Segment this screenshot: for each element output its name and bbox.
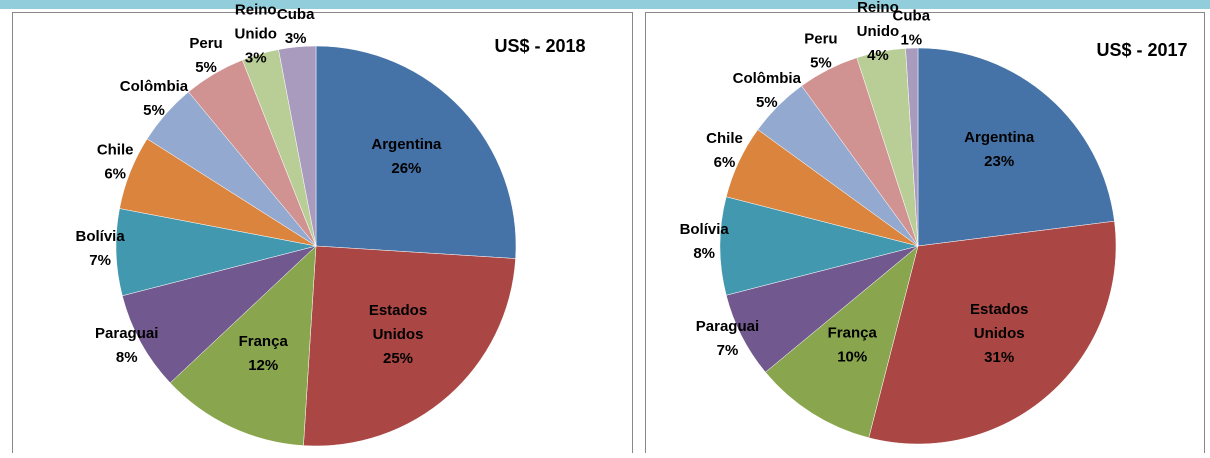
label-value: 3% [285,30,307,47]
label-name: Paraguai [696,318,759,335]
label-value: 10% [837,349,867,366]
label-name: Peru [189,35,222,52]
data-label: Argentina 23% [964,129,1035,170]
label-value: 5% [756,94,778,111]
label-value: 8% [116,349,138,366]
label-name: Reino Unido [857,0,900,40]
pie-slice [121,245,317,384]
data-label: Chile 6% [706,130,743,171]
data-label: Bolívia 8% [680,221,730,262]
label-name: Reino Unido [234,2,277,43]
label-value: 4% [867,47,889,64]
label-value: 6% [104,165,126,182]
label-value: 6% [714,154,736,171]
label-name: Chile [97,141,134,158]
label-name: Cuba [893,7,931,24]
data-label: Paraguai 7% [696,318,759,359]
label-name: França [239,333,289,350]
label-value: 3% [245,50,267,67]
data-label: Estados Unidos 31% [970,301,1028,366]
label-name: França [828,325,878,342]
label-name: Colômbia [120,78,189,95]
label-name: Bolívia [680,221,730,238]
data-label: Reino Unido 3% [234,2,277,67]
data-label: Paraguai 8% [95,325,158,366]
pie-slice [905,47,919,247]
pie-slice [278,45,317,247]
label-name: Cuba [277,6,315,23]
label-value: 25% [383,350,413,367]
data-label: Chile 6% [97,141,134,182]
label-name: Estados Unidos [970,301,1028,342]
chart-title: US$ - 2018 [494,36,585,56]
label-name: Peru [804,30,837,47]
data-label: Cuba 1% [893,7,931,48]
data-label: Peru 5% [189,35,222,76]
label-value: 12% [248,357,278,374]
label-name: Argentina [964,129,1035,146]
label-value: 5% [143,102,165,119]
label-value: 7% [717,342,739,359]
label-name: Colômbia [733,70,802,87]
label-value: 8% [693,245,715,262]
data-label: França 12% [239,333,289,374]
label-name: Estados Unidos [369,302,427,343]
data-label: Peru 5% [804,30,837,71]
banner [0,0,1210,9]
pie-slice [719,196,919,296]
label-value: 26% [391,160,421,177]
label-name: Paraguai [95,325,158,342]
data-label: Reino Unido 4% [857,0,900,64]
data-label: Colômbia 5% [120,78,189,119]
label-name: Chile [706,130,743,147]
data-label: Cuba 3% [277,6,315,47]
label-value: 1% [900,31,922,48]
pie-slice [765,245,919,439]
label-name: Bolívia [76,228,126,245]
pie-slice [303,245,516,447]
data-label: Colômbia 5% [733,70,802,111]
label-value: 5% [195,59,217,76]
data-label: Estados Unidos 25% [369,302,427,367]
data-label: França 10% [828,325,878,366]
pie-slice [917,47,1115,247]
pie-slice [315,45,517,259]
label-value: 7% [89,252,111,269]
label-value: 23% [984,153,1014,170]
pie-slice [169,245,317,446]
data-label: Argentina 26% [371,136,442,177]
label-value: 5% [810,54,832,71]
chart-title: US$ - 2017 [1096,40,1187,60]
data-label: Bolívia 7% [76,228,126,269]
label-name: Argentina [371,136,442,153]
label-value: 31% [984,349,1014,366]
pie-slice [868,220,1117,445]
